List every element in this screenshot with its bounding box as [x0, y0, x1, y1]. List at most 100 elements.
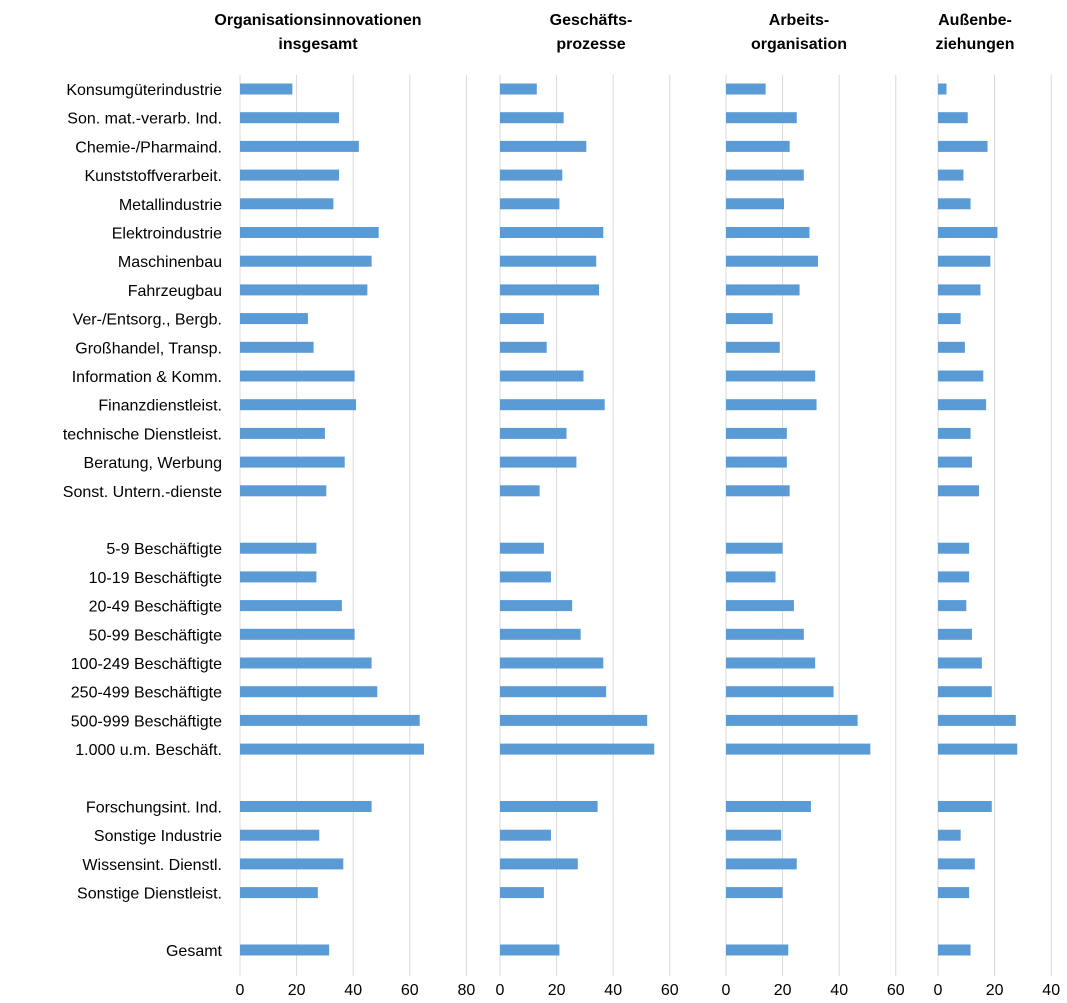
bar [500, 542, 544, 554]
bar [240, 169, 340, 181]
category-label: Sonstige Dienstleist. [77, 886, 222, 903]
bar [726, 887, 783, 899]
bar [938, 169, 964, 181]
bar [938, 657, 982, 669]
gridlines [239, 75, 1052, 976]
bar [938, 112, 968, 124]
bar [726, 858, 797, 870]
bar [500, 112, 564, 124]
bar [500, 227, 604, 238]
bar [726, 399, 817, 411]
category-label: 10-19 Beschäftigte [89, 570, 223, 587]
bar [500, 944, 560, 956]
bar [726, 198, 785, 210]
panel-title: Arbeits- [769, 12, 829, 29]
bar [500, 829, 551, 841]
bar [726, 801, 811, 812]
x-tick-label: 40 [1042, 982, 1060, 999]
bar [500, 399, 605, 411]
bar [240, 944, 330, 956]
bar [938, 571, 970, 583]
bar [726, 456, 787, 468]
panel-title: organisation [751, 36, 847, 53]
bar [726, 714, 858, 726]
bar [500, 284, 600, 296]
x-tick-label: 0 [722, 982, 731, 999]
category-label: Forschungsint. Ind. [86, 800, 222, 817]
bar [500, 743, 655, 755]
category-label: Son. mat.-verarb. Ind. [67, 111, 222, 128]
bar [938, 628, 972, 640]
bar [500, 657, 604, 669]
bar [938, 140, 988, 152]
bar [500, 370, 584, 382]
bar [938, 829, 961, 841]
bar [726, 542, 783, 554]
bar [500, 600, 573, 612]
bar [500, 198, 560, 210]
bar [500, 887, 544, 899]
bar [938, 858, 975, 870]
bar [240, 456, 345, 468]
bar [240, 801, 372, 812]
x-tick-label: 20 [774, 982, 792, 999]
category-label: Chemie-/Pharmaind. [75, 139, 222, 156]
x-tick-label: 60 [661, 982, 679, 999]
bar [240, 341, 314, 353]
bar [500, 83, 537, 95]
bar [938, 887, 970, 899]
category-label: Maschinenbau [118, 254, 222, 271]
bar [240, 399, 357, 411]
category-label: Gesamt [166, 943, 223, 960]
category-label: Kunststoffverarbeit. [84, 168, 222, 185]
panel-title: Außenbe- [938, 12, 1012, 29]
bar [938, 485, 980, 497]
bar [938, 370, 984, 382]
bar [726, 657, 816, 669]
category-label: 20-49 Beschäftigte [89, 599, 223, 616]
bar [938, 542, 970, 554]
bar [726, 686, 834, 698]
bar [240, 714, 420, 726]
bars [240, 83, 1018, 956]
bar [726, 313, 773, 325]
bar [726, 571, 776, 583]
category-label: 50-99 Beschäftigte [89, 627, 223, 644]
bar [500, 341, 547, 353]
x-tick-label: 40 [830, 982, 848, 999]
x-tick-label: 40 [344, 982, 362, 999]
bar [240, 657, 372, 669]
bar [500, 313, 544, 325]
bar [938, 341, 965, 353]
bar [726, 169, 804, 181]
bar [726, 112, 797, 124]
x-tick-label: 0 [496, 982, 505, 999]
bar [500, 858, 578, 870]
category-label: technische Dienstleist. [63, 426, 222, 443]
category-label: Konsumgüterindustrie [66, 82, 222, 99]
bar [938, 83, 947, 95]
bar [240, 686, 378, 698]
bar [938, 227, 998, 238]
x-tick-label: 20 [548, 982, 566, 999]
bar [938, 743, 1018, 755]
tick-labels: 0 20 40 60 80 0 20 40 60 0 20 40 60 0 20 40 [236, 982, 1061, 999]
bar [726, 600, 794, 612]
bar [500, 686, 607, 698]
x-tick-label: 40 [604, 982, 622, 999]
category-label: Fahrzeugbau [128, 283, 222, 300]
bar [938, 686, 992, 698]
bar [938, 313, 961, 325]
panel-title: Geschäfts- [550, 12, 633, 29]
x-tick-label: 60 [887, 982, 905, 999]
panel-title: prozesse [556, 36, 625, 53]
category-label: 100-249 Beschäftigte [71, 656, 222, 673]
bar [240, 427, 325, 439]
panel-titles: Organisationsinnovationen insgesamt Geschä… [214, 12, 1014, 53]
bar [726, 944, 789, 956]
category-label: Elektroindustrie [112, 226, 222, 243]
bar [726, 140, 790, 152]
x-tick-label: 20 [288, 982, 306, 999]
bar [726, 743, 871, 755]
bar [938, 198, 971, 210]
